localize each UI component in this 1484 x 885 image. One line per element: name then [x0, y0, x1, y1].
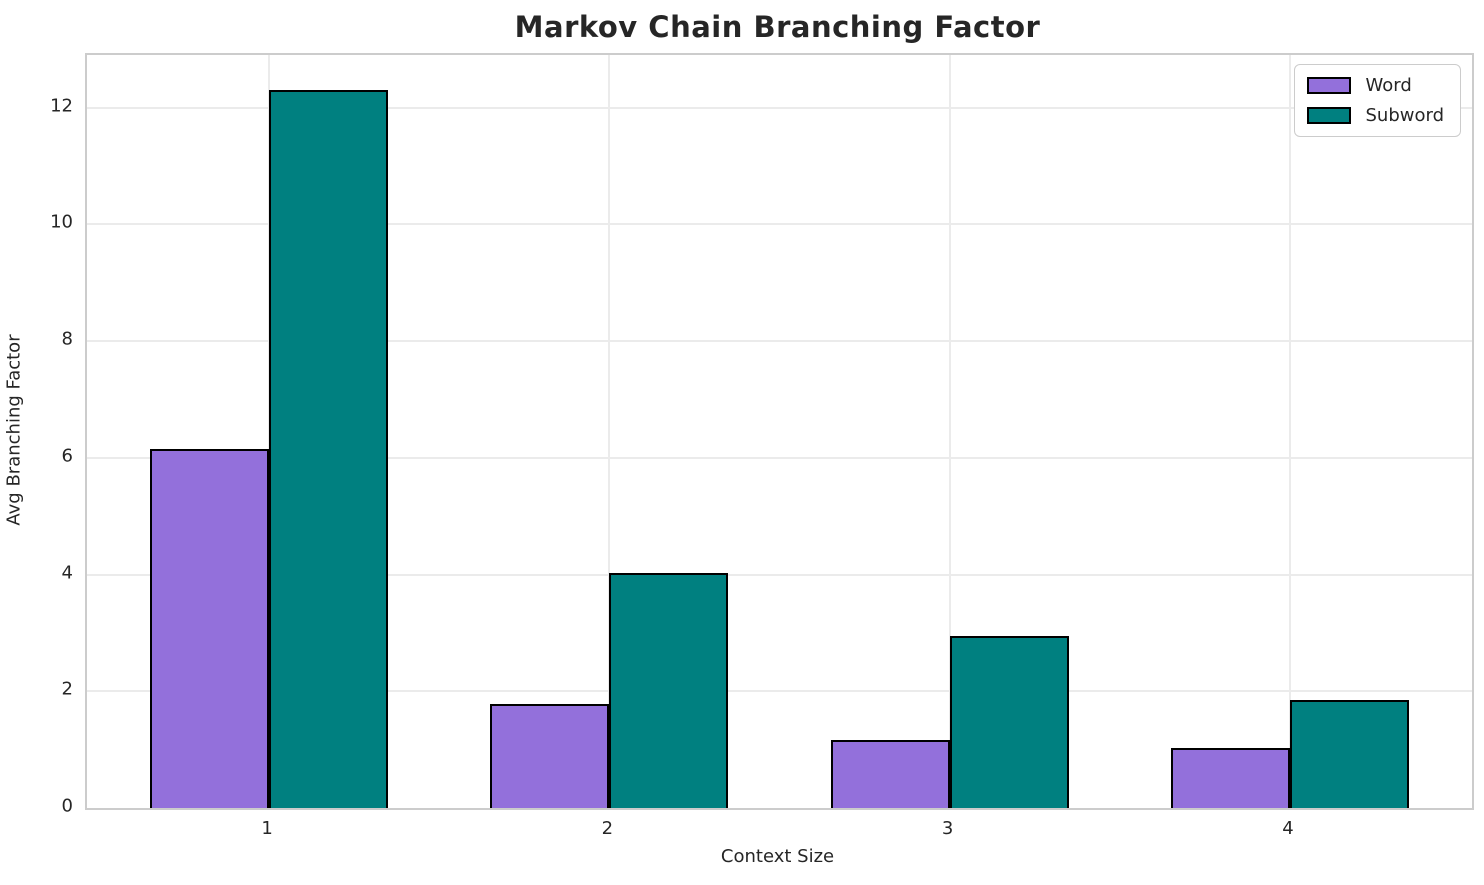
x-tick-label-1: 1: [261, 818, 273, 839]
y-tick-label-12: 12: [50, 95, 73, 117]
gridline-h-4: [87, 573, 1472, 576]
x-tick-label-4: 4: [1282, 818, 1294, 839]
y-axis-label: Avg Branching Factor: [3, 334, 25, 526]
y-tick-label-0: 0: [61, 795, 73, 817]
bar-subword-4: [1289, 700, 1410, 808]
legend-label-subword: Subword: [1365, 105, 1444, 126]
bar-word-4: [1170, 747, 1290, 808]
y-tick-label-6: 6: [61, 445, 73, 467]
bar-word-3: [830, 739, 950, 808]
y-tick-label-8: 8: [61, 328, 73, 350]
bar-subword-2: [609, 573, 729, 808]
y-tick-label-4: 4: [61, 562, 73, 583]
legend-item-subword: Subword: [1307, 105, 1444, 126]
chart-title: Markov Chain Branching Factor: [514, 10, 1041, 44]
bar-word-1: [149, 449, 270, 808]
legend-item-word: Word: [1307, 75, 1444, 96]
plot-area: Word Subword: [85, 53, 1474, 810]
gridline-v-4: [1288, 55, 1291, 808]
bar-subword-1: [269, 90, 389, 808]
x-axis-label: Context Size: [720, 846, 835, 867]
gridline-h-10: [87, 223, 1472, 226]
gridline-h-2: [87, 690, 1472, 693]
bar-subword-3: [949, 636, 1069, 808]
gridline-v-2: [608, 55, 611, 808]
bar-word-2: [490, 704, 610, 808]
y-tick-label-2: 2: [61, 678, 73, 700]
legend-swatch-word: [1307, 77, 1352, 94]
gridline-h-6: [87, 456, 1472, 459]
gridline-h-8: [87, 340, 1472, 343]
gridline-v-3: [948, 55, 951, 808]
legend-swatch-subword: [1307, 107, 1352, 124]
x-tick-label-3: 3: [941, 818, 954, 839]
x-tick-label-2: 2: [601, 818, 614, 839]
legend-label-word: Word: [1365, 75, 1412, 96]
legend: Word Subword: [1294, 64, 1461, 137]
gridline-h-12: [87, 106, 1472, 109]
y-tick-label-10: 10: [50, 211, 73, 233]
